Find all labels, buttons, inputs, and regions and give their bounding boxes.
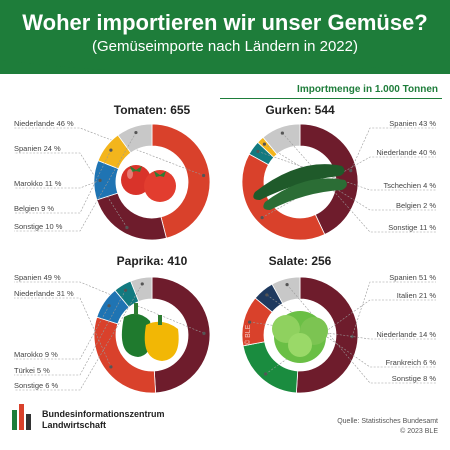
- source-note: Quelle: Statistisches Bundesamt: [337, 418, 438, 425]
- slice-label: Niederlande 14 %: [376, 330, 436, 339]
- donut-slice: [299, 123, 359, 236]
- slice-label: Niederlande 46 %: [14, 119, 74, 128]
- chart-title: Tomaten: 655: [114, 103, 191, 117]
- lettuce-icon: [272, 311, 328, 363]
- slice-label: Marokko 9 %: [14, 350, 58, 359]
- slice-label: Sonstige 8 %: [392, 374, 437, 383]
- slice-label: Tschechien 4 %: [383, 181, 436, 190]
- leader-line: [261, 156, 436, 218]
- slice-label: Sonstige 10 %: [14, 222, 63, 231]
- leader-dot: [349, 169, 353, 173]
- leader-line: [14, 132, 137, 232]
- slice-label: Italien 21 %: [397, 291, 437, 300]
- donut-slice: [295, 276, 359, 394]
- header-wave: [0, 54, 450, 74]
- org-name-line2: Landwirtschaft: [42, 420, 107, 430]
- leader-line: [14, 290, 126, 376]
- slice-label: Spanien 51 %: [389, 273, 436, 282]
- leader-line: [14, 149, 112, 214]
- slice-label: Marokko 11 %: [14, 179, 62, 188]
- leader-line: [266, 294, 436, 368]
- leader-dot: [109, 148, 113, 152]
- slice-label: Belgien 9 %: [14, 204, 54, 213]
- leader-dot: [125, 225, 129, 230]
- copyright-note: © 2023 BLE: [400, 428, 438, 435]
- leader-line: [14, 305, 110, 360]
- leader-dot: [98, 178, 102, 182]
- leader-dot: [285, 283, 289, 287]
- leader-dot: [107, 304, 111, 308]
- slice-label: Sonstige 11 %: [388, 223, 436, 232]
- leader-line: [14, 127, 204, 176]
- leader-dot: [202, 331, 206, 335]
- slice-label: Türkei 5 %: [14, 366, 50, 375]
- leader-dot: [262, 142, 267, 146]
- leader-dot: [280, 131, 284, 135]
- leader-dot: [248, 320, 252, 324]
- leader-line: [264, 143, 436, 211]
- leader-line: [282, 132, 436, 233]
- leader-line: [14, 297, 112, 367]
- slice-label: Niederlande 31 %: [14, 289, 74, 298]
- page-subtitle: (Gemüseimporte nach Ländern in 2022): [92, 38, 358, 55]
- donut-chart: Salate: 256 Spanien 51 % Italien 21 % Niede…: [241, 254, 437, 394]
- donut-slice: [117, 123, 153, 154]
- leader-dot: [109, 365, 113, 369]
- org-name-line1: Bundesinformationszentrum: [42, 409, 165, 419]
- page-title: Woher importieren wir unser Gemüse?: [22, 10, 428, 35]
- donut-slice: [262, 123, 301, 155]
- donut-chart: Tomaten: 655 Niederlande 46 % Spanien 24 %…: [14, 103, 211, 241]
- bell-peppers-icon: [121, 303, 179, 361]
- cucumbers-icon: [253, 164, 347, 210]
- leader-line: [14, 180, 101, 189]
- chart-title: Paprika: 410: [117, 254, 188, 268]
- leader-dot: [265, 293, 269, 297]
- donut-slice: [271, 276, 301, 304]
- leader-dot: [123, 288, 128, 292]
- leader-line: [351, 281, 436, 337]
- leader-line: [14, 152, 128, 228]
- leader-line: [249, 321, 436, 340]
- bzl-logo-icon: [12, 404, 34, 430]
- leader-line: [14, 283, 143, 391]
- donut-chart: Gurken: 544 Spanien 43 % Niederlande 40 % T…: [241, 103, 436, 241]
- donut-slice: [151, 123, 211, 239]
- chart-title: Gurken: 544: [265, 103, 335, 117]
- tomatoes-icon: [121, 165, 176, 202]
- leader-line: [257, 151, 436, 191]
- leader-dot: [201, 173, 206, 178]
- slice-label: Frankreich 6 %: [386, 358, 437, 367]
- slice-label: Spanien 24 %: [14, 144, 61, 153]
- slice-label: Spanien 43 %: [389, 119, 436, 128]
- unit-label: Importmenge in 1.000 Tonnen: [297, 84, 438, 95]
- slice-label: Belgien 2 %: [396, 201, 436, 210]
- donut-slice: [130, 276, 153, 303]
- leader-dot: [134, 130, 138, 135]
- leader-line: [14, 281, 205, 334]
- watermark: © BLE: [244, 324, 252, 345]
- slice-label: Sonstige 6 %: [14, 381, 59, 390]
- leader-dot: [256, 149, 260, 154]
- slice-label: Spanien 49 %: [14, 273, 61, 282]
- leader-dot: [260, 215, 264, 220]
- donut-slice: [151, 276, 211, 394]
- leader-dot: [140, 282, 144, 286]
- chart-title: Salate: 256: [269, 254, 332, 268]
- unit-underline: [220, 98, 442, 99]
- leader-dot: [264, 372, 268, 376]
- leader-line: [350, 127, 436, 171]
- donut-chart: Paprika: 410 Spanien 49 % Niederlande 31 %…: [14, 254, 211, 394]
- slice-label: Niederlande 40 %: [376, 148, 436, 157]
